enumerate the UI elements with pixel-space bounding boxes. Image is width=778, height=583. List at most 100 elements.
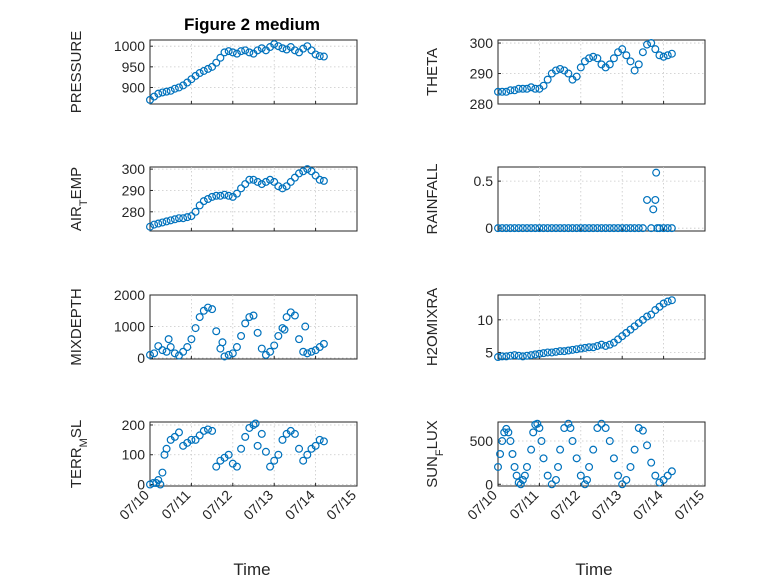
data-point: [319, 176, 328, 185]
panel-pressure: 900 950 1000 PRESSURE: [68, 31, 358, 113]
data-point: [266, 175, 275, 184]
data-point: [535, 349, 544, 358]
data-point: [315, 435, 324, 444]
data-point: [543, 471, 552, 480]
data-point: [154, 219, 163, 228]
data-point: [655, 51, 664, 60]
y-tick-label: 950: [122, 59, 146, 75]
y-tick-label: 300: [470, 35, 494, 51]
y-axis-label: AIRTEMP: [68, 167, 90, 231]
data-point: [589, 224, 598, 233]
data-point: [257, 429, 266, 438]
data-point: [224, 350, 233, 359]
data-point: [187, 435, 196, 444]
data-point: [663, 224, 672, 233]
data-point: [179, 347, 188, 356]
data-point: [290, 429, 299, 438]
y-tick-label: 2000: [114, 287, 145, 303]
data-point: [605, 224, 614, 233]
data-point: [643, 40, 652, 49]
data-point: [539, 224, 548, 233]
data-point: [576, 471, 585, 480]
data-point: [510, 224, 519, 233]
data-point: [568, 437, 577, 446]
data-point: [241, 432, 250, 441]
data-point: [249, 420, 258, 429]
data-point: [626, 57, 635, 66]
data-point: [576, 224, 585, 233]
data-point: [257, 44, 266, 53]
data-point: [164, 335, 173, 344]
data-point: [597, 419, 606, 428]
data-point: [282, 182, 291, 191]
data-point: [203, 64, 212, 73]
data-point: [257, 344, 266, 353]
data-point: [274, 182, 283, 191]
data-point: [237, 331, 246, 340]
data-point: [516, 480, 525, 489]
data-point: [251, 419, 260, 428]
data-point: [659, 475, 668, 484]
data-point: [146, 222, 155, 231]
data-point: [158, 468, 167, 477]
data-point: [597, 224, 606, 233]
data-point: [537, 437, 546, 446]
data-point: [651, 471, 660, 480]
data-point: [618, 224, 627, 233]
data-point: [212, 191, 221, 200]
data-point: [572, 72, 581, 81]
data-point: [232, 49, 241, 58]
data-point: [512, 471, 521, 480]
data-point: [253, 177, 262, 186]
data-point: [220, 352, 229, 361]
data-point: [649, 205, 658, 214]
data-point: [253, 46, 262, 55]
data-point: [232, 462, 241, 471]
data-point: [212, 462, 221, 471]
data-point: [203, 425, 212, 434]
data-point: [218, 338, 227, 347]
y-axis-label: H2OMIXRA: [424, 288, 441, 366]
data-point: [249, 311, 258, 320]
data-point: [170, 349, 179, 358]
data-point: [522, 351, 531, 360]
data-point: [622, 475, 631, 484]
data-point: [580, 224, 589, 233]
data-point: [216, 53, 225, 62]
data-point: [556, 347, 565, 356]
chart-title: Figure 2 medium: [184, 15, 320, 34]
data-point: [245, 48, 254, 57]
data-point: [307, 167, 316, 176]
data-point: [237, 444, 246, 453]
data-point: [315, 175, 324, 184]
data-point: [290, 46, 299, 55]
data-point: [647, 39, 656, 48]
data-point: [179, 214, 188, 223]
data-point: [514, 84, 523, 93]
data-point: [522, 84, 531, 93]
y-tick-label: 290: [470, 66, 494, 82]
data-point: [195, 431, 204, 440]
data-point: [150, 349, 159, 358]
data-point: [158, 346, 167, 355]
data-point: [162, 347, 171, 356]
data-point: [618, 480, 627, 489]
data-point: [502, 87, 511, 96]
data-point: [593, 424, 602, 433]
data-point: [601, 341, 610, 350]
data-point: [228, 349, 237, 358]
data-point: [564, 224, 573, 233]
data-point: [634, 60, 643, 69]
panel-rainfall: 0 0.5 RAINFALL: [424, 164, 706, 236]
data-point: [520, 471, 529, 480]
data-point: [270, 40, 279, 49]
data-point: [535, 224, 544, 233]
data-point: [518, 475, 527, 484]
data-point: [551, 475, 560, 484]
data-point: [299, 44, 308, 53]
y-tick-label: 290: [122, 182, 146, 198]
y-tick-label: 0: [485, 476, 493, 492]
data-point: [295, 444, 304, 453]
data-point: [249, 175, 258, 184]
